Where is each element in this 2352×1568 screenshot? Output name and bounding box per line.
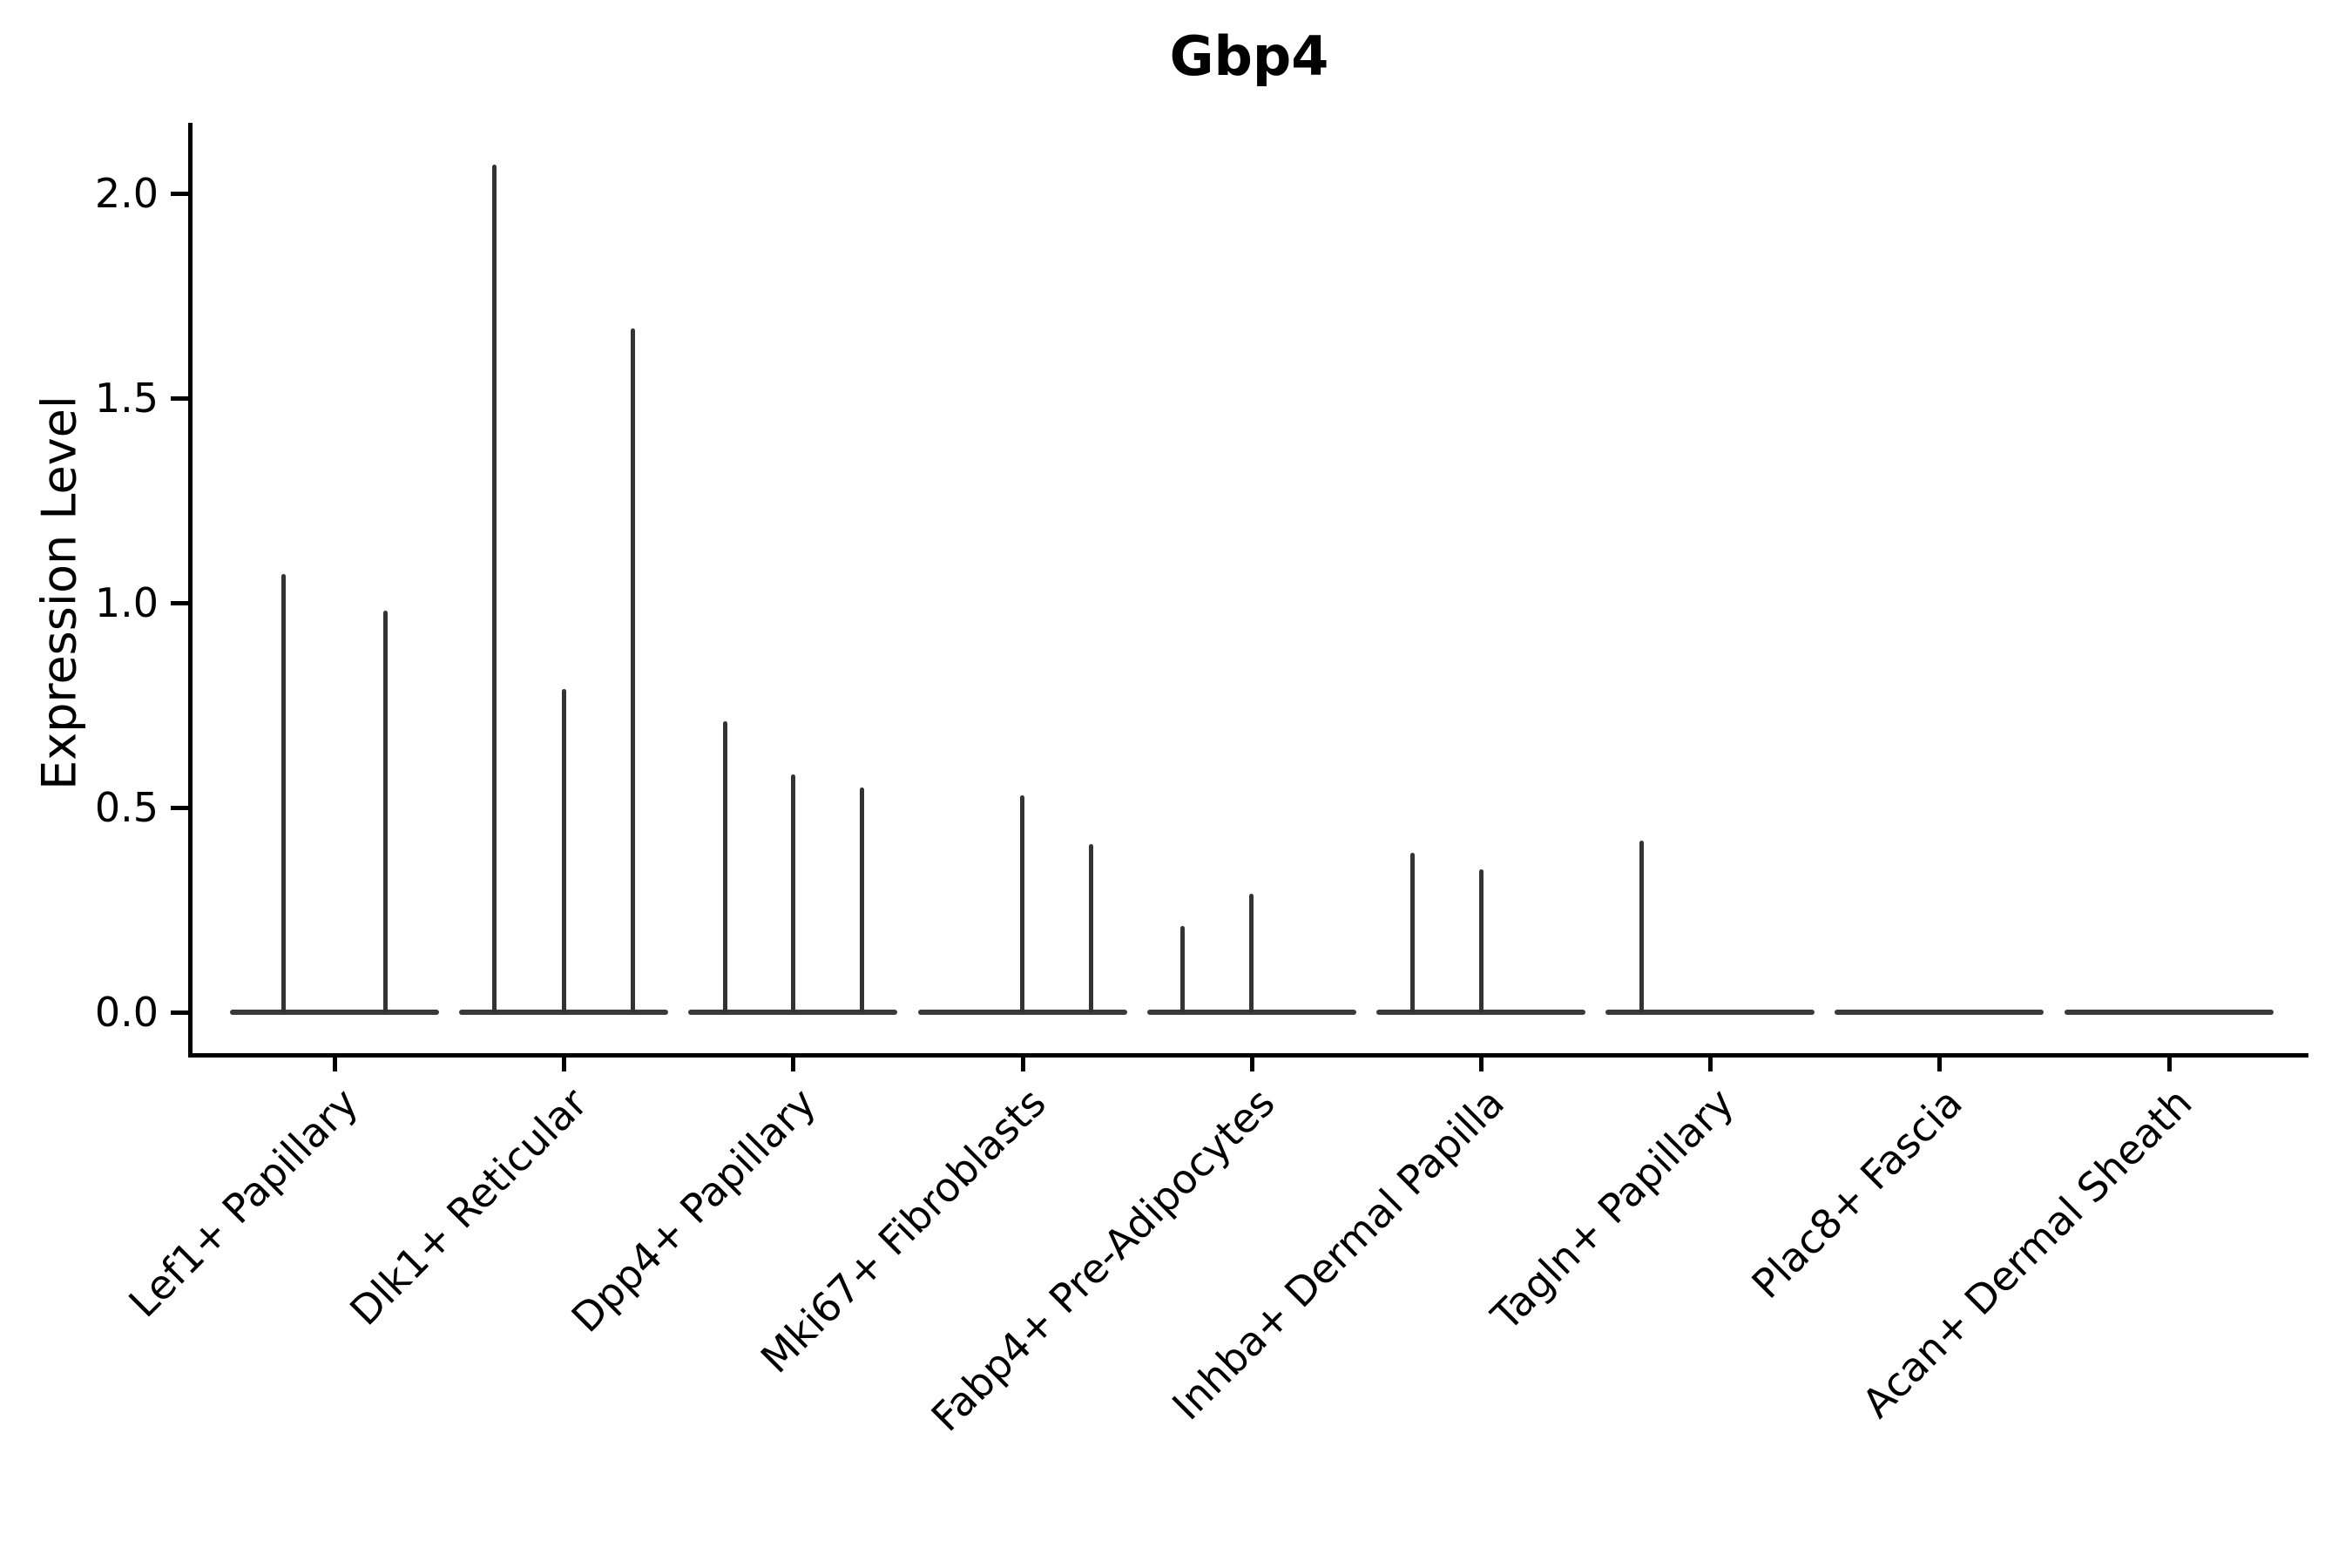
x-tick-mark: [333, 1058, 337, 1071]
y-tick-label: 1.0: [94, 579, 159, 626]
violin-baseline: [230, 1010, 439, 1015]
x-tick-mark: [562, 1058, 567, 1071]
violin-baseline: [1605, 1010, 1815, 1015]
x-tick-label: Dlk1+ Reticular: [340, 1078, 596, 1335]
violin-baseline: [917, 1010, 1127, 1015]
violin-spike: [383, 611, 389, 1012]
violin-spike: [1180, 926, 1186, 1012]
x-tick-mark: [1937, 1058, 1943, 1071]
x-tick-mark: [791, 1058, 796, 1071]
violin-baseline: [2064, 1010, 2274, 1015]
y-tick-label: 0.0: [94, 989, 159, 1036]
violin-spike: [1639, 840, 1644, 1012]
violin-spike: [790, 774, 795, 1012]
y-tick-label: 0.5: [94, 784, 159, 831]
y-tick-label: 1.5: [94, 375, 159, 422]
y-tick-mark: [171, 601, 188, 605]
violin-spike: [492, 165, 497, 1012]
violin-spike: [722, 721, 727, 1012]
y-tick-label: 2.0: [94, 170, 159, 217]
x-tick-mark: [1479, 1058, 1484, 1071]
violin-baseline: [1835, 1010, 2044, 1015]
y-tick-mark: [171, 806, 188, 810]
x-tick-mark: [1708, 1058, 1713, 1071]
violin-baseline: [688, 1010, 898, 1015]
violin-spike: [1249, 893, 1254, 1012]
y-tick-mark: [171, 396, 188, 401]
y-tick-mark: [171, 1010, 188, 1015]
x-tick-mark: [1249, 1058, 1254, 1071]
violin-spike: [280, 574, 286, 1012]
violin-spike: [859, 787, 864, 1012]
x-tick-label: Lef1+ Papillary: [118, 1078, 367, 1327]
x-tick-label: Dpp4+ Papillary: [562, 1078, 826, 1342]
y-axis-spine: [188, 123, 193, 1058]
x-tick-mark: [1020, 1058, 1025, 1071]
violin-spike: [631, 328, 636, 1012]
violin-spike: [1410, 852, 1416, 1012]
chart-title: Gbp4: [1169, 24, 1329, 88]
violin-spike: [1478, 868, 1484, 1012]
violin-baseline: [1376, 1010, 1585, 1015]
violin-spike: [1020, 794, 1025, 1012]
violin-spike: [1089, 844, 1094, 1012]
y-tick-mark: [171, 192, 188, 196]
x-tick-label: Plac8+ Fascia: [1742, 1078, 1972, 1308]
x-axis-spine: [188, 1053, 2308, 1058]
x-tick-label: Tagln+ Papillary: [1482, 1078, 1742, 1340]
violin-baseline: [1146, 1010, 1356, 1015]
violin-baseline: [459, 1010, 669, 1015]
x-tick-mark: [2166, 1058, 2172, 1071]
violin-spike: [561, 688, 566, 1012]
